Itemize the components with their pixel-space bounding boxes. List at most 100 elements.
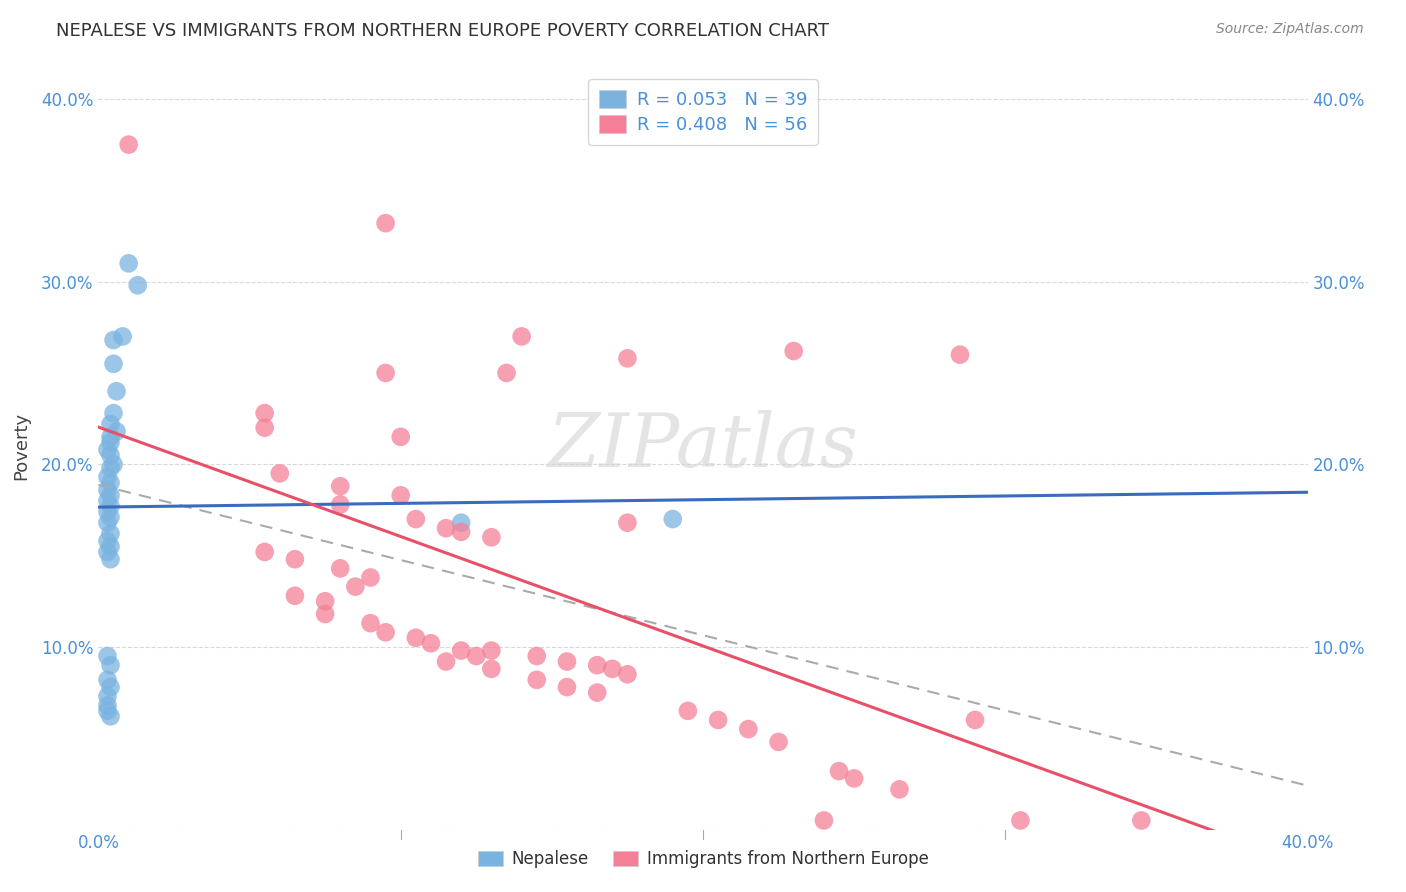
Point <box>96 704 118 718</box>
Point <box>100 488 122 502</box>
Point <box>314 607 336 621</box>
Point <box>374 625 396 640</box>
Point <box>434 521 457 535</box>
Point <box>329 498 352 512</box>
Point <box>100 680 122 694</box>
Point <box>96 442 118 457</box>
Point <box>100 510 122 524</box>
Point <box>100 552 122 566</box>
Point <box>616 351 638 366</box>
Point <box>783 344 806 359</box>
Point <box>737 722 759 736</box>
Point <box>510 329 533 343</box>
Point <box>253 545 276 559</box>
Point <box>360 616 382 631</box>
Point <box>360 570 382 584</box>
Point <box>374 216 396 230</box>
Point <box>105 384 128 399</box>
Point <box>661 512 683 526</box>
Point <box>96 483 118 497</box>
Point <box>253 421 276 435</box>
Point <box>526 673 548 687</box>
Point <box>100 430 122 444</box>
Point <box>284 589 307 603</box>
Point <box>284 552 307 566</box>
Point <box>434 655 457 669</box>
Point <box>100 435 122 450</box>
Point <box>602 662 624 676</box>
Point <box>481 530 503 544</box>
Point <box>965 713 987 727</box>
Text: Source: ZipAtlas.com: Source: ZipAtlas.com <box>1216 22 1364 37</box>
Point <box>420 636 443 650</box>
Point <box>465 648 488 663</box>
Point <box>450 524 472 539</box>
Text: ZIPatlas: ZIPatlas <box>547 409 859 483</box>
Point <box>526 648 548 663</box>
Point <box>111 329 134 343</box>
Point <box>100 475 122 490</box>
Y-axis label: Poverty: Poverty <box>11 412 30 480</box>
Point <box>495 366 517 380</box>
Point <box>103 333 125 347</box>
Point <box>100 658 122 673</box>
Point <box>100 448 122 462</box>
Point <box>828 764 851 778</box>
Point <box>768 735 790 749</box>
Point <box>481 643 503 657</box>
Point <box>374 366 396 380</box>
Point <box>405 512 427 526</box>
Point <box>949 348 972 362</box>
Point <box>100 500 122 514</box>
Point <box>586 658 609 673</box>
Point <box>707 713 730 727</box>
Point <box>676 704 699 718</box>
Point <box>96 505 118 519</box>
Point <box>405 631 427 645</box>
Point <box>269 467 291 481</box>
Point <box>450 643 472 657</box>
Point <box>1010 814 1032 828</box>
Point <box>103 357 125 371</box>
Point <box>586 685 609 699</box>
Point <box>96 533 118 548</box>
Point <box>96 690 118 704</box>
Point <box>253 406 276 420</box>
Point <box>100 526 122 541</box>
Point <box>100 709 122 723</box>
Point <box>329 479 352 493</box>
Point <box>96 648 118 663</box>
Point <box>889 782 911 797</box>
Point <box>481 662 503 676</box>
Point <box>100 417 122 431</box>
Point <box>616 667 638 681</box>
Point <box>105 425 128 439</box>
Point <box>450 516 472 530</box>
Point <box>103 457 125 471</box>
Point <box>1130 814 1153 828</box>
Text: NEPALESE VS IMMIGRANTS FROM NORTHERN EUROPE POVERTY CORRELATION CHART: NEPALESE VS IMMIGRANTS FROM NORTHERN EUR… <box>56 22 830 40</box>
Point <box>389 430 412 444</box>
Point <box>100 540 122 554</box>
Point <box>96 516 118 530</box>
Point <box>844 772 866 786</box>
Point <box>813 814 835 828</box>
Point <box>96 673 118 687</box>
Point <box>127 278 149 293</box>
Legend: Nepalese, Immigrants from Northern Europe: Nepalese, Immigrants from Northern Europ… <box>471 844 935 875</box>
Point <box>96 493 118 508</box>
Point <box>555 655 578 669</box>
Point <box>96 470 118 484</box>
Point <box>100 461 122 475</box>
Legend: R = 0.053   N = 39, R = 0.408   N = 56: R = 0.053 N = 39, R = 0.408 N = 56 <box>588 79 818 145</box>
Point <box>314 594 336 608</box>
Point <box>118 137 141 152</box>
Point <box>329 561 352 575</box>
Point <box>344 580 367 594</box>
Point <box>118 256 141 270</box>
Point <box>96 698 118 713</box>
Point <box>389 488 412 502</box>
Point <box>616 516 638 530</box>
Point <box>103 406 125 420</box>
Point <box>555 680 578 694</box>
